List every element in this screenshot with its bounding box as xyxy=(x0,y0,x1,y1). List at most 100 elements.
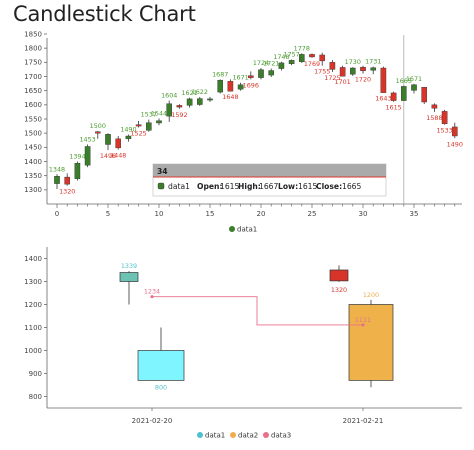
tooltip-header xyxy=(153,164,386,177)
x-tick-label: 2021-02-20 xyxy=(132,417,173,425)
data-label: 1592 xyxy=(171,111,187,119)
data-label: 1490 xyxy=(120,126,136,134)
y-tick-label: 1000 xyxy=(24,347,42,355)
data-label: 1769 xyxy=(304,60,320,68)
candle-body xyxy=(145,122,152,131)
data-label: 1701 xyxy=(334,78,350,86)
data2-box-label: 1200 xyxy=(363,291,379,299)
candle-body xyxy=(227,81,234,92)
data-label: 1320 xyxy=(59,188,75,196)
candle-body xyxy=(309,54,315,58)
data-label: 1500 xyxy=(90,122,106,130)
y-tick-label: 1650 xyxy=(24,87,42,95)
data1-box-b xyxy=(137,350,185,381)
y-tick-label: 1550 xyxy=(24,115,42,123)
data-label: 1687 xyxy=(212,70,228,78)
y-tick-label: 1500 xyxy=(24,130,42,138)
candle-body xyxy=(105,134,111,145)
y-tick-label: 1350 xyxy=(24,172,42,180)
data-label: 1730 xyxy=(345,58,361,66)
y-tick-label: 1700 xyxy=(24,73,42,81)
data-label: 1348 xyxy=(49,165,65,173)
red-box xyxy=(329,269,349,282)
legend-label-data3: data3 xyxy=(271,432,291,440)
candle-body xyxy=(247,75,254,78)
data-label: 1696 xyxy=(243,81,259,89)
candle-body xyxy=(94,131,101,134)
data-label: 1394 xyxy=(69,153,85,161)
data3-line xyxy=(152,296,363,326)
y-tick-label: 1600 xyxy=(24,101,42,109)
candle-body xyxy=(278,62,285,69)
tooltip-low: 1615 xyxy=(298,182,317,191)
data-label: 1725 xyxy=(324,74,340,82)
candle-body xyxy=(64,176,70,185)
candle-body xyxy=(452,126,458,137)
candle-body xyxy=(135,124,142,127)
data-label: 1622 xyxy=(192,88,208,96)
data-label: 1721 xyxy=(263,60,279,68)
candle-body xyxy=(258,69,264,78)
y-tick-label: 1400 xyxy=(24,158,42,166)
data2-box-box xyxy=(348,304,394,381)
data-label: 1525 xyxy=(130,130,146,138)
tooltip-close: 1665 xyxy=(342,182,361,191)
candle-body xyxy=(196,98,203,105)
candle-body xyxy=(319,54,326,62)
candle-body xyxy=(411,84,417,91)
data3-label: 1111 xyxy=(355,316,371,324)
data-label: 1643 xyxy=(375,95,391,103)
x-tick-label: 20 xyxy=(257,210,266,218)
candle-body xyxy=(84,146,91,166)
data-label: 1588 xyxy=(426,114,442,122)
data-label: 1724 xyxy=(253,59,269,67)
y-tick-label: 1850 xyxy=(24,30,42,38)
data-label: 1537 xyxy=(141,111,157,119)
candle-body xyxy=(186,98,193,106)
red-box-label: 1320 xyxy=(331,286,347,294)
data1-box-a-box xyxy=(119,272,139,282)
data-label: 1621 xyxy=(181,89,197,97)
legend-marker-data1 xyxy=(197,432,203,438)
data-label: 1544 xyxy=(151,109,167,117)
candle-body xyxy=(54,176,60,184)
data-label: 1671 xyxy=(232,74,248,82)
data1-box-b-label: 800 xyxy=(155,383,167,391)
x-tick-label: 0 xyxy=(55,210,59,218)
x-tick-label: 10 xyxy=(155,210,164,218)
candle-body xyxy=(207,98,213,101)
candle-body xyxy=(125,135,132,140)
candle-body xyxy=(431,104,438,109)
candle-body xyxy=(217,79,224,93)
data-label: 1496 xyxy=(100,152,116,160)
legend-label-data2: data2 xyxy=(238,432,258,440)
tooltip-low-label: Low: xyxy=(278,182,298,191)
data-label: 1757 xyxy=(283,51,299,59)
candle-body xyxy=(176,105,183,108)
x-tick-label: 35 xyxy=(410,210,419,218)
data-label: 1615 xyxy=(385,104,401,112)
candle-body xyxy=(380,67,387,93)
data-label: 1720 xyxy=(355,76,371,84)
box-chart: 800 900 1000 1100 1200 1300 1400 2021-02-20 2021… xyxy=(24,247,462,440)
data-label: 1453 xyxy=(79,136,95,144)
y-tick-label: 1400 xyxy=(24,255,42,263)
tooltip-swatch xyxy=(157,182,165,190)
tooltip-close-label: Close: xyxy=(316,182,342,191)
data-label: 1665 xyxy=(396,77,412,85)
legend-marker-data1 xyxy=(229,226,235,232)
data-label: 1755 xyxy=(314,68,330,76)
y-tick-label: 800 xyxy=(29,393,42,401)
y-tick-label: 1800 xyxy=(24,45,42,53)
data-label: 1533 xyxy=(436,127,452,135)
data3-point xyxy=(361,323,365,327)
candle-body xyxy=(299,54,305,62)
candle-body xyxy=(268,70,275,76)
legend-marker-data2 xyxy=(230,432,236,438)
tooltip-title: 34 xyxy=(157,167,168,176)
tooltip-open-label: Open: xyxy=(197,182,222,191)
data-label: 1671 xyxy=(406,75,422,83)
legend-marker-data3 xyxy=(263,432,269,438)
candle-body xyxy=(166,103,173,117)
data3-label: 1234 xyxy=(144,288,160,296)
